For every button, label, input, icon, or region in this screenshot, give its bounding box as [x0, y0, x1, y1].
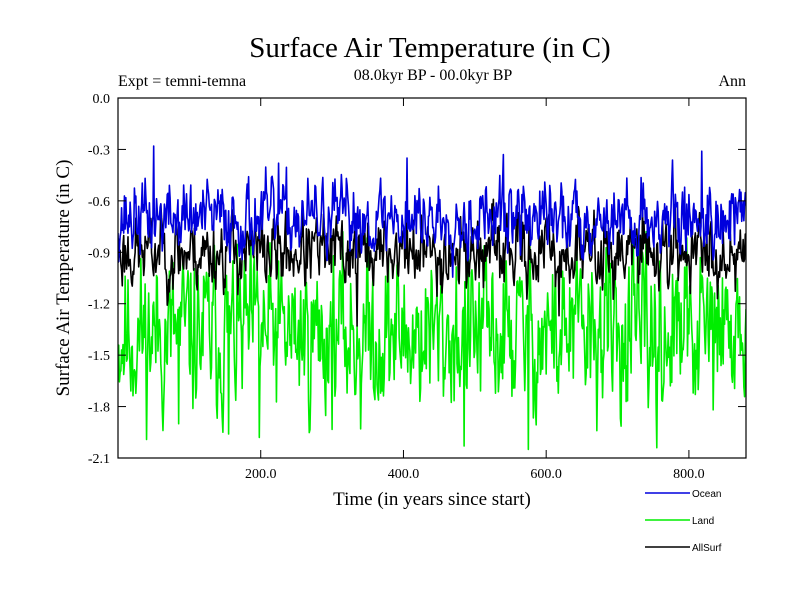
legend-label-ocean: Ocean: [692, 489, 721, 500]
plot-frame: [117, 97, 747, 459]
y-tick-label: -0.3: [88, 143, 110, 158]
y-tick-label: -0.9: [88, 246, 110, 261]
x-tick-label: 200.0: [245, 467, 277, 482]
y-tick-label: -1.2: [88, 298, 110, 313]
experiment-label: Expt = temni-temna: [118, 73, 246, 90]
legend-label-allsurf: AllSurf: [692, 543, 722, 554]
y-tick-label: -1.5: [88, 349, 110, 364]
season-label: Ann: [718, 73, 746, 90]
y-tick-label: -1.8: [88, 401, 110, 416]
series-line-allsurf: [118, 196, 746, 327]
y-tick-label: -2.1: [88, 452, 110, 467]
y-tick-label: 0.0: [93, 92, 111, 107]
series-line-land: [118, 230, 746, 451]
x-tick-label: 800.0: [673, 467, 705, 482]
y-tick-label: -0.6: [88, 195, 110, 210]
legend: Ocean Land AllSurf: [645, 489, 722, 554]
x-tick-label: 600.0: [530, 467, 562, 482]
chart-subtitle: 08.0kyr BP - 00.0kyr BP: [354, 67, 513, 84]
chart-title: Surface Air Temperature (in C): [249, 32, 610, 64]
y-axis-label: Surface Air Temperature (in C): [53, 160, 74, 397]
series-line-ocean: [118, 145, 746, 278]
plot-area: 200.0 400.0 600.0 800.0 0.0 -0.3 -0.6 -0.9 -1.2 -…: [88, 92, 747, 482]
x-axis-label: Time (in years since start): [333, 489, 531, 510]
legend-label-land: Land: [692, 516, 714, 527]
x-tick-label: 400.0: [388, 467, 420, 482]
